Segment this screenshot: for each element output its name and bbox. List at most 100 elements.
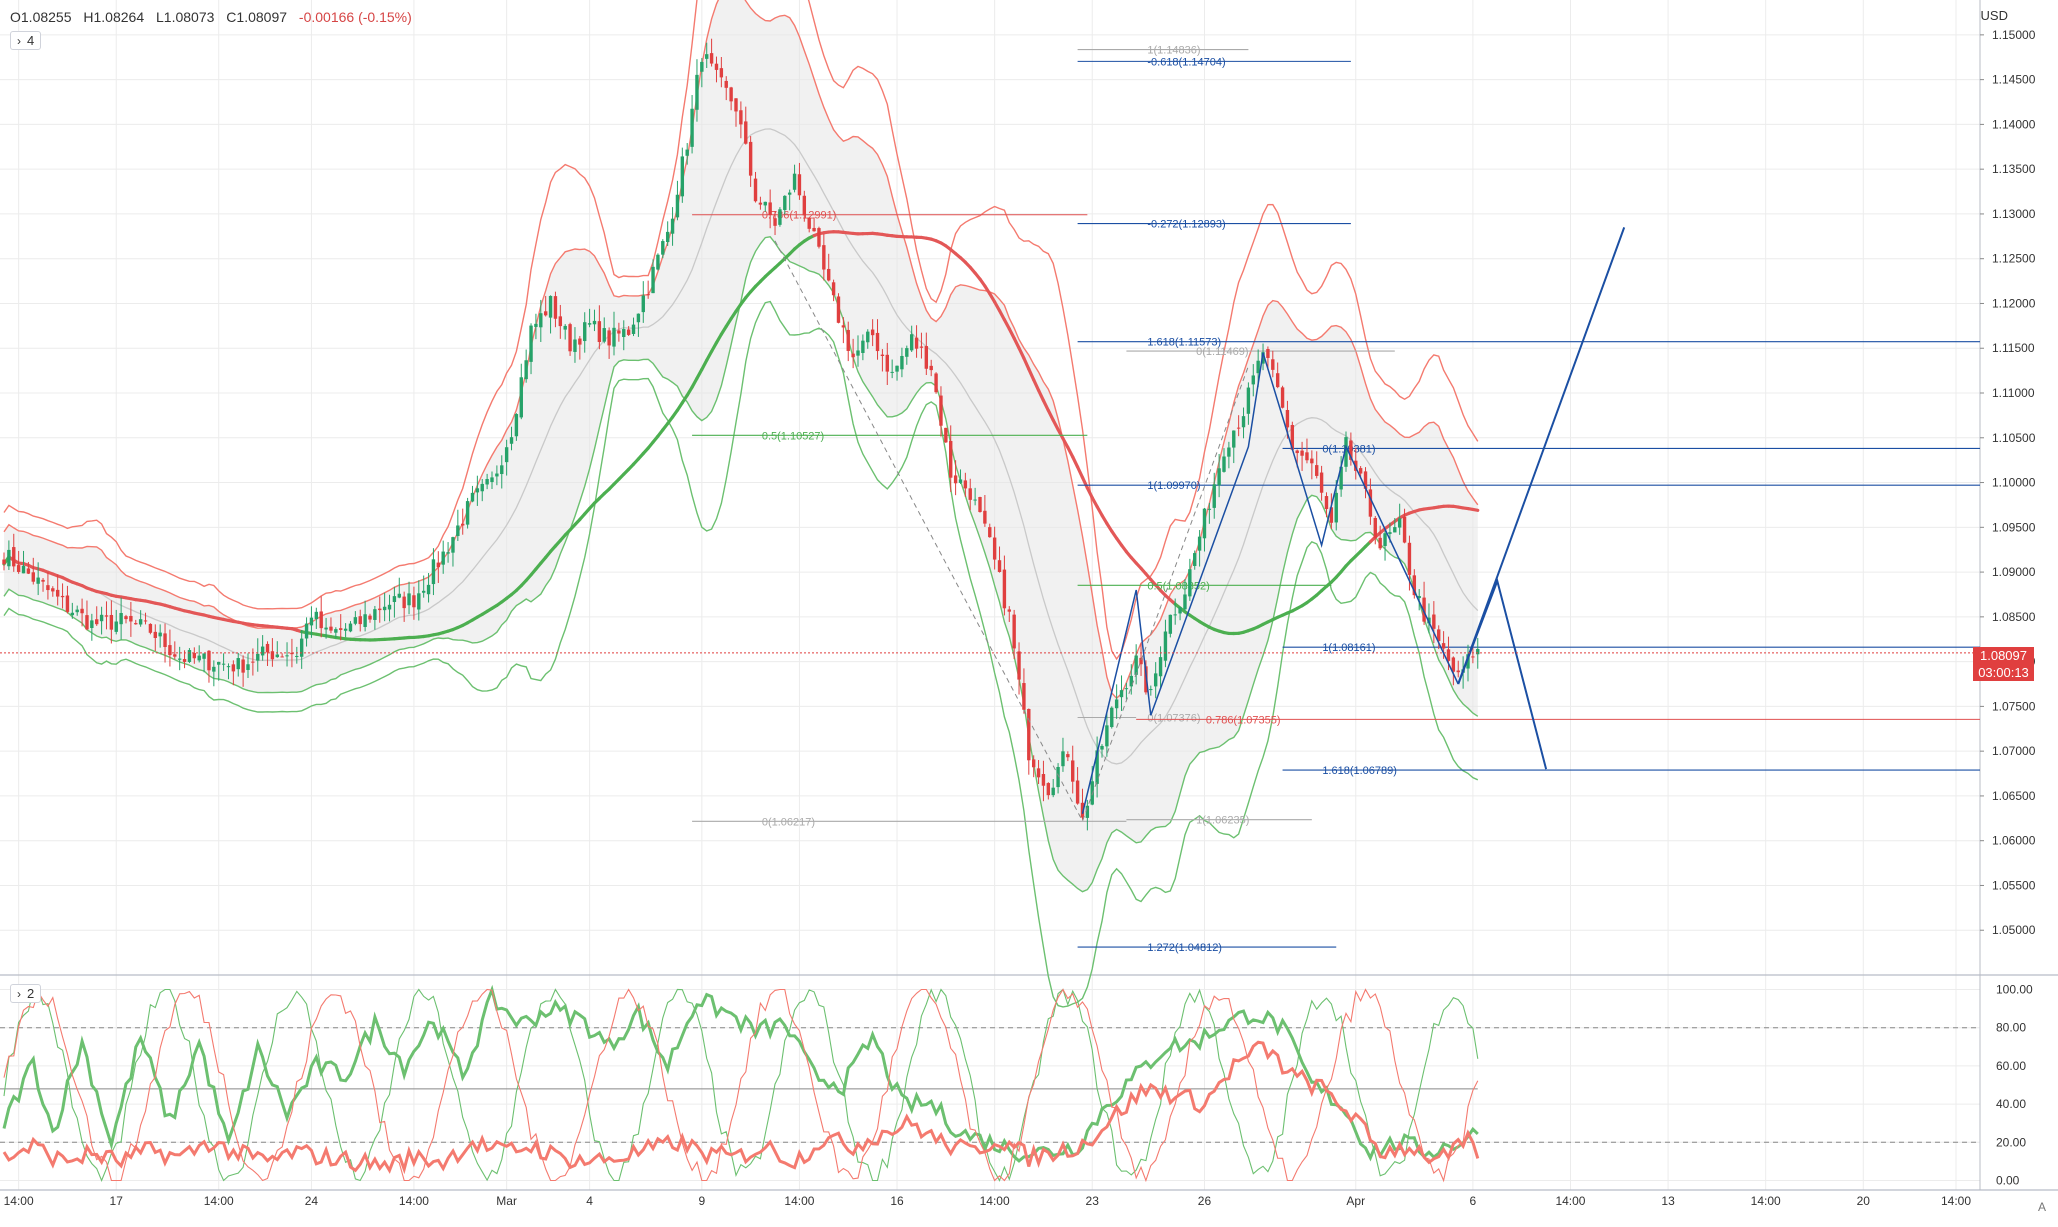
candle-body [193, 653, 196, 658]
auto-scale-icon[interactable]: A [2038, 1200, 2046, 1214]
candle-body [1061, 751, 1064, 766]
candle-body [559, 316, 562, 326]
candle-body [1193, 553, 1196, 566]
candle-body [900, 356, 903, 369]
candle-body [812, 228, 815, 231]
bar-countdown-tag: 03:00:13 [1973, 664, 2034, 681]
fib-level-label: 1(1.09970) [1147, 480, 1200, 492]
moving-average-segment [1087, 488, 1092, 498]
oscillator-pane-toggle-button[interactable]: ›2 [10, 984, 41, 1003]
candle-body [744, 121, 747, 143]
time-axis-label: 17 [110, 1194, 124, 1208]
candle-body [1071, 760, 1074, 781]
candle-body [739, 110, 742, 124]
candle-body [861, 341, 864, 353]
candle-body [1276, 373, 1279, 387]
candle-body [461, 524, 464, 526]
candle-body [583, 322, 586, 341]
candle-body [320, 611, 323, 628]
candle-body [412, 595, 415, 607]
candle-body [1120, 690, 1123, 697]
candle-body [890, 372, 893, 373]
candle-body [544, 311, 547, 315]
candle-body [280, 656, 283, 657]
candle-body [1154, 673, 1157, 686]
candle-body [1076, 781, 1079, 804]
time-axis-label: 14:00 [1941, 1194, 1971, 1208]
candle-body [417, 593, 420, 609]
candle-body [1037, 768, 1040, 777]
candle-body [1198, 537, 1201, 551]
fib-level-label: 0(1.07376) [1147, 712, 1200, 724]
candle-body [1188, 569, 1191, 596]
candle-body [1125, 688, 1128, 689]
oscillator-main-line [4, 1042, 1478, 1170]
candle-body [198, 656, 201, 661]
candle-body [1374, 518, 1377, 538]
candle-body [1369, 489, 1372, 516]
candle-body [1066, 754, 1069, 757]
candle-body [808, 218, 811, 229]
candle-body [651, 267, 654, 293]
candle-body [163, 633, 166, 647]
candle-body [749, 142, 752, 176]
candle-body [759, 203, 762, 205]
candle-body [690, 109, 693, 147]
candle-body [212, 667, 215, 672]
candle-body [378, 609, 381, 610]
candle-body [1325, 496, 1328, 509]
candle-body [17, 565, 20, 572]
candle-body [1115, 699, 1118, 708]
candle-body [1320, 473, 1323, 493]
candle-body [1134, 656, 1137, 675]
candle-body [534, 324, 537, 327]
moving-average-segment [1073, 457, 1078, 467]
time-axis-label: 20 [1857, 1194, 1871, 1208]
candle-body [1457, 671, 1460, 673]
candle-body [71, 613, 74, 615]
price-axis-label: 1.13500 [1992, 162, 2036, 176]
candle-body [686, 150, 689, 156]
candle-body [944, 428, 947, 442]
price-axis-label: 1.11000 [1992, 386, 2035, 400]
candle-body [871, 330, 874, 336]
oscillator-pane-count: 2 [27, 986, 34, 1001]
legend-change: -0.00166 (-0.15%) [299, 9, 412, 25]
candle-body [832, 282, 835, 295]
price-axis-label: 1.12500 [1992, 252, 2036, 266]
candle-body [988, 527, 991, 537]
candle-body [1305, 452, 1308, 460]
candle-body [764, 202, 767, 206]
price-axis-label: 1.10000 [1992, 476, 2036, 490]
candle-body [363, 614, 366, 627]
candle-body [661, 241, 664, 255]
candle-body [1432, 615, 1435, 629]
candle-body [437, 563, 440, 568]
price-axis-label: 1.06500 [1992, 789, 2036, 803]
candle-body [344, 629, 347, 631]
price-axis-label: 1.11500 [1992, 341, 2035, 355]
candle-body [856, 350, 859, 355]
price-axis-label: 1.05500 [1992, 878, 2036, 892]
moving-average-segment [1068, 447, 1073, 457]
candle-body [603, 328, 606, 342]
candle-body [22, 566, 25, 574]
candle-body [95, 619, 98, 624]
candle-body [1008, 609, 1011, 611]
candle-body [105, 615, 108, 616]
candle-body [646, 294, 649, 295]
candle-body [1393, 527, 1396, 532]
candle-body [315, 612, 318, 619]
fib-level-label: 0.5(1.08852) [1147, 580, 1209, 592]
candle-body [822, 245, 825, 269]
main-pane-toggle-button[interactable]: ›4 [10, 31, 41, 50]
candle-body [295, 656, 298, 657]
candle-body [51, 588, 54, 591]
candle-body [993, 538, 996, 560]
candle-body [119, 613, 122, 624]
candle-body [202, 653, 205, 658]
candle-body [573, 339, 576, 351]
candle-body [1398, 518, 1401, 527]
